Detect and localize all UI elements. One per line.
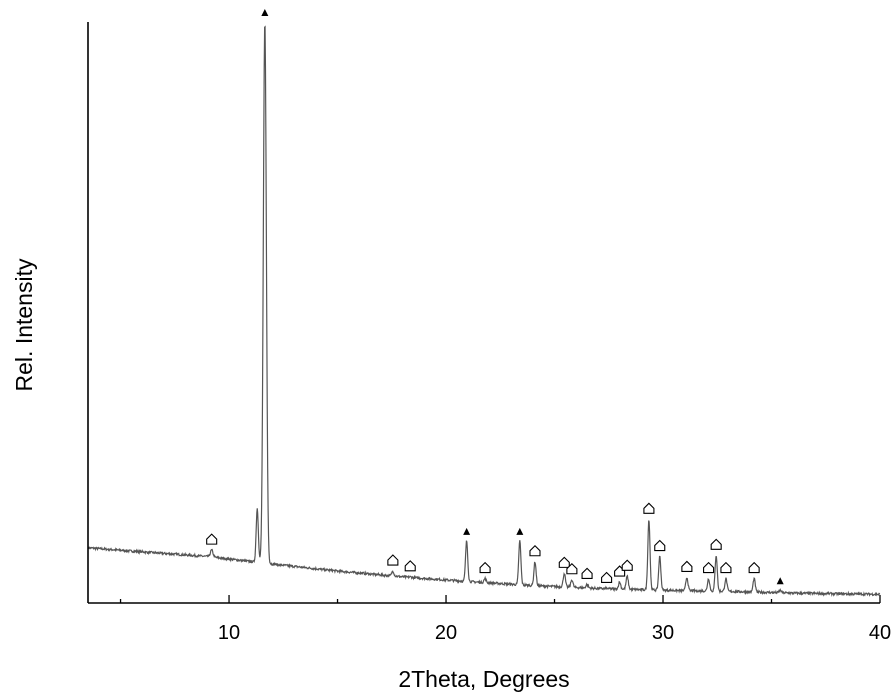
x-tick-label: 30 xyxy=(652,622,674,644)
house-marker xyxy=(643,502,655,514)
house-marker xyxy=(581,567,593,579)
x-tick-label: 40 xyxy=(869,622,891,644)
house-marker xyxy=(710,538,722,550)
x-axis-title: 2Theta, Degrees xyxy=(398,666,569,692)
triangle-marker xyxy=(261,9,269,16)
diffraction-trace xyxy=(87,25,881,598)
house-marker xyxy=(206,533,218,545)
house-marker xyxy=(681,560,693,572)
house-marker xyxy=(748,561,760,574)
x-tick-label: 10 xyxy=(218,622,240,644)
y-axis-title: Rel. Intensity xyxy=(11,258,37,391)
peak-markers xyxy=(206,9,784,585)
house-marker xyxy=(529,544,541,557)
house-marker xyxy=(479,561,491,574)
triangle-marker xyxy=(776,577,784,585)
x-axis-ticks: 10 20 30 40 xyxy=(119,595,891,644)
house-marker xyxy=(654,539,666,552)
triangle-marker xyxy=(516,527,524,535)
x-tick-label: 20 xyxy=(435,622,457,644)
house-marker xyxy=(703,561,715,574)
house-marker xyxy=(720,561,732,574)
house-marker xyxy=(404,560,416,572)
house-marker xyxy=(621,559,633,571)
triangle-marker xyxy=(463,527,471,535)
house-marker xyxy=(558,556,570,568)
house-marker xyxy=(387,554,399,566)
house-marker xyxy=(566,562,578,575)
house-marker xyxy=(601,571,613,584)
